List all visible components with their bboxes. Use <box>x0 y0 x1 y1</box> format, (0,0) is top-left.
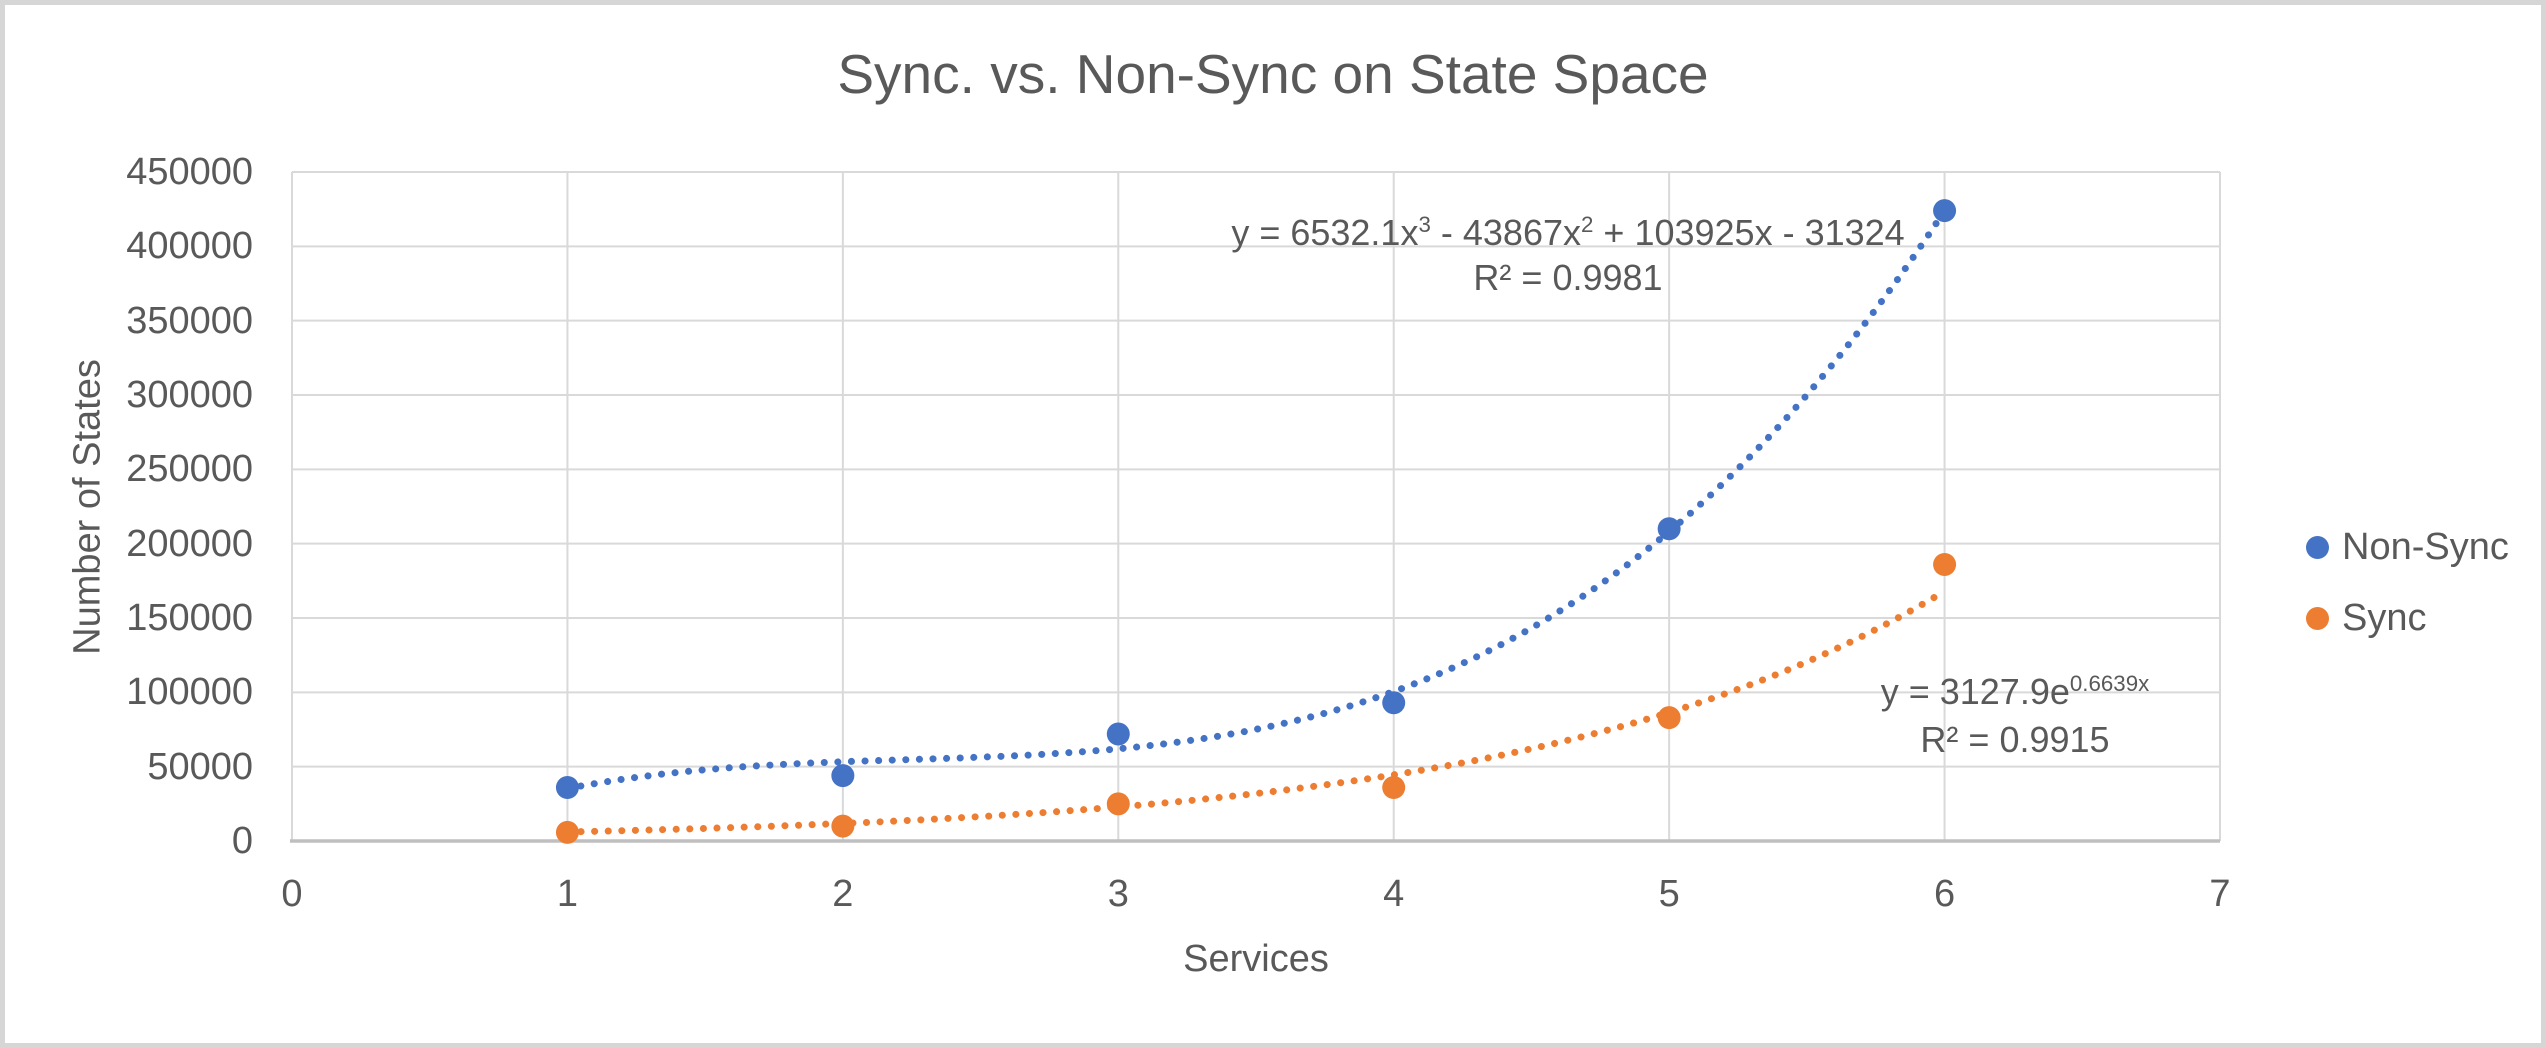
non-sync-trendline-equation: y = 6532.1x3 - 43867x2 + 103925x - 31324… <box>1231 210 1904 300</box>
non-sync-trendline <box>563 207 1949 793</box>
x-tick-label: 6 <box>1933 873 1956 915</box>
non-sync-data-point <box>1657 517 1681 541</box>
sync-data-point <box>1106 792 1130 816</box>
sync-data-point <box>1657 706 1681 730</box>
y-tick-label: 200000 <box>126 522 253 565</box>
non-sync-data-point <box>1106 722 1130 746</box>
y-tick-label: 350000 <box>126 299 253 342</box>
y-tick-label: 450000 <box>126 151 253 193</box>
y-tick-label: 250000 <box>126 448 253 491</box>
y-tick-label: 300000 <box>126 374 253 416</box>
non-sync-data-point <box>1933 199 1957 223</box>
y-tick-label: 0 <box>231 820 253 862</box>
legend-item-non-sync: Non-Sync <box>2306 523 2509 571</box>
non-sync-data-point <box>555 775 579 799</box>
x-axis-title: Services <box>1183 938 1329 980</box>
y-tick-label: 100000 <box>126 671 253 714</box>
sync-trendline-equation: y = 3127.9e0.6639x R² = 0.9915 <box>1881 668 2150 764</box>
chart-title: Sync. vs. Non-Sync on State Space <box>837 43 1709 105</box>
equation-text: y = 6532.1x3 - 43867x2 + 103925x - 31324 <box>1231 212 1905 253</box>
x-tick-label: 1 <box>556 873 578 915</box>
equation-text: y = 3127.9e0.6639x <box>1880 671 2150 712</box>
non-sync-data-point <box>1382 691 1406 715</box>
sync-data-point <box>1933 552 1957 576</box>
sync-data-point <box>831 814 855 838</box>
legend-label: Non-Sync <box>2342 525 2509 568</box>
r-squared-text: R² = 0.9981 <box>1473 257 1663 298</box>
y-tick-label: 50000 <box>147 745 253 788</box>
sync-legend-marker-icon <box>2306 606 2329 630</box>
y-tick-label: 150000 <box>126 597 253 639</box>
x-tick-label: 7 <box>2209 873 2231 915</box>
x-tick-label: 5 <box>1658 873 1680 915</box>
sync-data-point <box>1382 775 1406 799</box>
x-tick-label: 0 <box>281 873 303 915</box>
sync-data-point <box>555 820 579 844</box>
r-squared-text: R² = 0.9915 <box>1920 719 2110 760</box>
legend-label: Sync <box>2342 596 2427 639</box>
non-sync-legend-marker-icon <box>2306 535 2329 559</box>
y-tick-label: 400000 <box>126 225 253 268</box>
y-axis-title: Number of States <box>66 359 109 655</box>
legend-item-sync: Sync <box>2306 594 2426 642</box>
x-tick-label: 4 <box>1383 873 1405 915</box>
sync-trendline <box>563 587 1949 836</box>
x-tick-label: 3 <box>1107 873 1129 915</box>
non-sync-data-point <box>831 764 855 788</box>
x-tick-label: 2 <box>832 873 854 915</box>
